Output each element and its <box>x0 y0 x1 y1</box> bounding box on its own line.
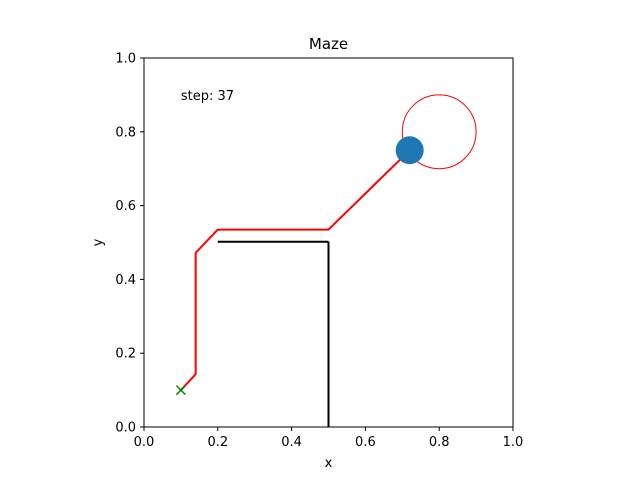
y-tick-label: 0.4 <box>115 273 136 288</box>
y-tick-label: 1.0 <box>115 52 136 67</box>
x-axis-label: x <box>325 456 333 471</box>
y-tick-label: 0.0 <box>115 421 136 436</box>
plot-area: 0.0 0.2 0.4 0.6 0.8 1.0 0.0 0.2 0.4 0.6 0.8 1.0 <box>115 52 523 451</box>
data-layer <box>175 94 477 427</box>
y-tick-label: 0.6 <box>115 199 136 214</box>
x-tick-label: 1.0 <box>503 435 524 450</box>
axes-frame <box>143 57 514 428</box>
y-axis-label: y <box>91 238 106 246</box>
x-tick-label: 0.6 <box>355 435 376 450</box>
ticks-layer: 0.0 0.2 0.4 0.6 0.8 1.0 0.0 0.2 0.4 0.6 0.8 1.0 <box>115 52 523 451</box>
x-tick-label: 0.0 <box>134 435 155 450</box>
step-annotation: step: 37 <box>181 89 234 104</box>
y-tick-label: 0.8 <box>115 125 136 140</box>
chart-title: Maze <box>309 35 348 53</box>
trajectory-line <box>180 149 411 391</box>
agent-marker <box>395 136 424 165</box>
x-tick-label: 0.2 <box>207 435 228 450</box>
start-marker <box>175 385 186 396</box>
y-tick-label: 0.2 <box>115 347 136 362</box>
start-marker-stroke <box>175 385 186 396</box>
goal-circle <box>401 94 477 170</box>
x-tick-label: 0.4 <box>281 435 302 450</box>
x-tick-label: 0.8 <box>429 435 450 450</box>
